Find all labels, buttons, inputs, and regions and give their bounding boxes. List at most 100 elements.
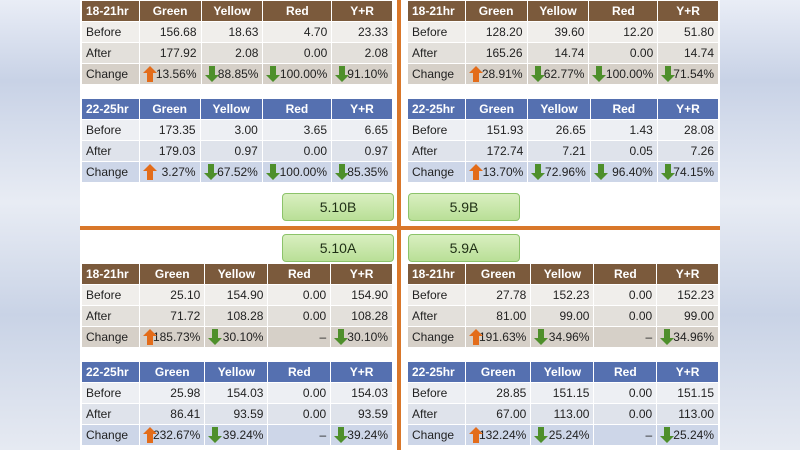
row-label: After (82, 404, 140, 424)
row-label: Before (408, 285, 466, 305)
table-row-after: After 86.41 93.59 0.00 93.59 (82, 404, 392, 424)
arrow-down-icon (208, 329, 223, 345)
stats-table-tr2: 22-25hr Green Yellow Red Y+R Before 151.93 26.6… (407, 98, 719, 183)
value-cell: 39.60 (527, 22, 589, 42)
table-header-row: 18-21hr Green Yellow Red Y+R (408, 1, 718, 21)
table-row-before: Before 156.68 18.63 4.70 23.33 (82, 22, 392, 42)
value-cell: 2.08 (201, 43, 263, 63)
stats-table-tl2: 22-25hr Green Yellow Red Y+R Before 173.35 3.00… (81, 98, 393, 183)
row-label: Before (408, 383, 466, 403)
stats-table-bl2: 22-25hr Green Yellow Red Y+R Before 25.98 154.0… (81, 361, 393, 446)
value-cell: 0.00 (268, 404, 331, 424)
arrow-down-icon (534, 329, 549, 345)
column-header: Red (589, 1, 658, 21)
time-window-header: 22-25hr (408, 362, 466, 382)
change-cell: 85.35% (332, 162, 392, 182)
column-header: Y+R (331, 362, 392, 382)
column-header: Green (465, 99, 528, 119)
value-cell: 0.00 (268, 285, 331, 305)
value-cell: 27.78 (466, 285, 531, 305)
tag-5-9a: 5.9A (408, 234, 520, 262)
change-cell: 100.00% (263, 64, 332, 84)
time-window-header: 18-21hr (408, 1, 465, 21)
value-cell: 152.23 (657, 285, 718, 305)
table-row-change: Change 13.56% 88.85% 100.00% 91.10% (82, 64, 392, 84)
arrow-down-icon (530, 66, 545, 82)
change-value: 96.40% (612, 165, 653, 179)
value-cell: 179.03 (139, 141, 200, 161)
change-value: 13.70% (482, 165, 524, 179)
column-header: Yellow (531, 264, 594, 284)
column-header: Red (268, 264, 331, 284)
change-value: 72.96% (545, 165, 586, 179)
value-cell: 71.72 (140, 306, 205, 326)
row-label: Before (408, 120, 465, 140)
change-cell: 25.24% (657, 425, 718, 445)
change-cell: 71.54% (658, 64, 718, 84)
value-cell: 0.00 (589, 43, 658, 63)
row-label: Before (82, 383, 140, 403)
row-label: Change (408, 425, 466, 445)
row-label: After (82, 306, 140, 326)
table-header-row: 18-21hr Green Yellow Red Y+R (82, 1, 392, 21)
value-cell: 108.28 (205, 306, 268, 326)
change-value: 132.24% (478, 428, 527, 442)
arrow-up-icon (142, 164, 157, 180)
change-cell: 25.24% (531, 425, 594, 445)
value-cell: 3.65 (262, 120, 331, 140)
row-label: Before (82, 22, 139, 42)
column-header: Y+R (658, 1, 718, 21)
value-cell: 113.00 (657, 404, 718, 424)
value-cell: 165.26 (465, 43, 527, 63)
row-label: After (408, 404, 466, 424)
arrow-up-icon (469, 329, 484, 345)
value-cell: 0.00 (263, 43, 332, 63)
change-cell: 232.67% (140, 425, 205, 445)
change-value: 74.15% (673, 165, 714, 179)
arrow-down-icon (660, 164, 675, 180)
arrow-down-icon (334, 329, 349, 345)
value-cell: 154.03 (331, 383, 392, 403)
change-value: 100.00% (279, 67, 328, 81)
row-label: After (82, 141, 139, 161)
change-value: 39.24% (347, 428, 388, 442)
change-cell: 34.96% (657, 327, 718, 347)
change-value: 34.96% (673, 330, 714, 344)
table-row-before: Before 128.20 39.60 12.20 51.80 (408, 22, 718, 42)
arrow-up-icon (143, 427, 158, 443)
column-header: Red (263, 1, 332, 21)
row-label: Change (408, 162, 465, 182)
value-cell: 67.00 (466, 404, 531, 424)
value-cell: 154.90 (205, 285, 268, 305)
value-cell: 99.00 (531, 306, 594, 326)
change-cell: – (268, 327, 331, 347)
change-cell: 132.24% (466, 425, 531, 445)
stats-table-br2: 22-25hr Green Yellow Red Y+R Before 28.85 151.1… (407, 361, 719, 446)
stats-table-tr1: 18-21hr Green Yellow Red Y+R Before 128.20 39.6… (407, 0, 719, 85)
change-value: 232.67% (152, 428, 201, 442)
value-cell: 3.00 (200, 120, 262, 140)
arrow-down-icon (660, 329, 675, 345)
change-cell: 13.56% (139, 64, 201, 84)
table-header-row: 22-25hr Green Yellow Red Y+R (408, 99, 718, 119)
column-header: Y+R (657, 99, 718, 119)
tag-5-10b: 5.10B (282, 193, 394, 221)
change-cell: 191.63% (466, 327, 531, 347)
column-header: Yellow (527, 1, 589, 21)
value-cell: 4.70 (263, 22, 332, 42)
table-row-before: Before 28.85 151.15 0.00 151.15 (408, 383, 718, 403)
change-value: 34.96% (548, 330, 590, 344)
value-cell: 14.74 (527, 43, 589, 63)
row-label: Change (408, 327, 466, 347)
value-cell: 7.21 (528, 141, 590, 161)
change-value: 100.00% (605, 67, 654, 81)
change-value: – (645, 330, 653, 344)
value-cell: 0.00 (594, 306, 657, 326)
vertical-divider (397, 0, 401, 450)
change-value: 91.10% (347, 67, 388, 81)
column-header: Yellow (531, 362, 594, 382)
arrow-up-icon (468, 164, 483, 180)
change-cell: – (594, 425, 657, 445)
change-value: 71.54% (673, 67, 714, 81)
time-window-header: 22-25hr (82, 99, 139, 119)
